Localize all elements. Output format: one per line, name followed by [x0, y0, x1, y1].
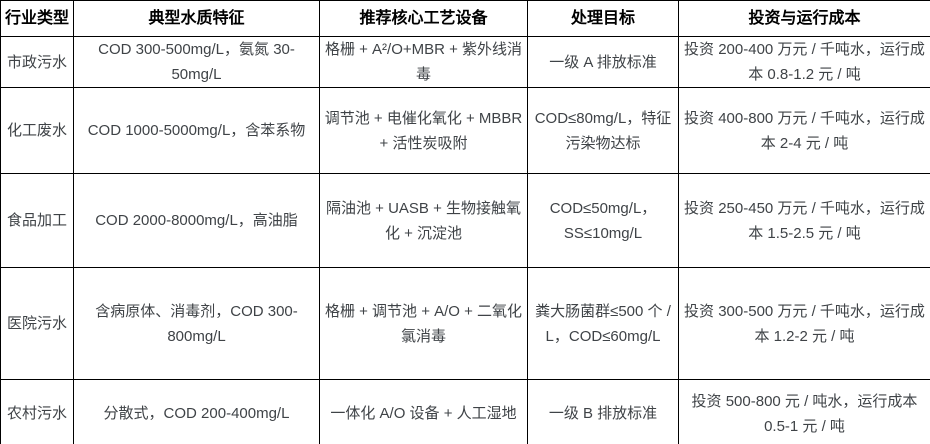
- cell-process-equipment: 隔油池 + UASB + 生物接触氧化 + 沉淀池: [319, 173, 528, 268]
- cell-industry: 农村污水: [0, 379, 74, 444]
- cell-cost: 投资 200-400 万元 / 千吨水，运行成本 0.8-1.2 元 / 吨: [678, 36, 930, 88]
- col-header-water-quality: 典型水质特征: [73, 0, 320, 37]
- cell-process-equipment: 调节池 + 电催化氧化 + MBBR + 活性炭吸附: [319, 87, 528, 174]
- cell-treatment-target: COD≤50mg/L，SS≤10mg/L: [527, 173, 679, 268]
- cell-industry: 化工废水: [0, 87, 74, 174]
- col-header-cost: 投资与运行成本: [678, 0, 930, 37]
- cell-cost: 投资 400-800 万元 / 千吨水，运行成本 2-4 元 / 吨: [678, 87, 930, 174]
- cell-water-quality: COD 300-500mg/L，氨氮 30-50mg/L: [73, 36, 320, 88]
- table-row: 市政污水 COD 300-500mg/L，氨氮 30-50mg/L 格栅 + A…: [0, 36, 930, 88]
- cell-process-equipment: 格栅 + A²/O+MBR + 紫外线消毒: [319, 36, 528, 88]
- cell-industry: 医院污水: [0, 267, 74, 380]
- cell-industry: 市政污水: [0, 36, 74, 88]
- col-header-process-equipment: 推荐核心工艺设备: [319, 0, 528, 37]
- cell-treatment-target: 一级 B 排放标准: [527, 379, 679, 444]
- col-header-treatment-target: 处理目标: [527, 0, 679, 37]
- cell-treatment-target: 粪大肠菌群≤500 个 / L，COD≤60mg/L: [527, 267, 679, 380]
- col-header-industry: 行业类型: [0, 0, 74, 37]
- table-row: 化工废水 COD 1000-5000mg/L，含苯系物 调节池 + 电催化氧化 …: [0, 87, 930, 174]
- cell-process-equipment: 一体化 A/O 设备 + 人工湿地: [319, 379, 528, 444]
- cell-process-equipment: 格栅 + 调节池 + A/O + 二氧化氯消毒: [319, 267, 528, 380]
- table-row: 农村污水 分散式，COD 200-400mg/L 一体化 A/O 设备 + 人工…: [0, 379, 930, 444]
- cell-treatment-target: COD≤80mg/L，特征污染物达标: [527, 87, 679, 174]
- cell-water-quality: COD 2000-8000mg/L，高油脂: [73, 173, 320, 268]
- header-row: 行业类型 典型水质特征 推荐核心工艺设备 处理目标 投资与运行成本: [0, 0, 930, 37]
- table-row: 食品加工 COD 2000-8000mg/L，高油脂 隔油池 + UASB + …: [0, 173, 930, 268]
- cell-water-quality: 分散式，COD 200-400mg/L: [73, 379, 320, 444]
- cell-water-quality: 含病原体、消毒剂，COD 300-800mg/L: [73, 267, 320, 380]
- cell-cost: 投资 300-500 万元 / 千吨水，运行成本 1.2-2 元 / 吨: [678, 267, 930, 380]
- table-row: 医院污水 含病原体、消毒剂，COD 300-800mg/L 格栅 + 调节池 +…: [0, 267, 930, 380]
- cell-water-quality: COD 1000-5000mg/L，含苯系物: [73, 87, 320, 174]
- cell-cost: 投资 250-450 万元 / 千吨水，运行成本 1.5-2.5 元 / 吨: [678, 173, 930, 268]
- cell-treatment-target: 一级 A 排放标准: [527, 36, 679, 88]
- cell-industry: 食品加工: [0, 173, 74, 268]
- cell-cost: 投资 500-800 元 / 吨水，运行成本 0.5-1 元 / 吨: [678, 379, 930, 444]
